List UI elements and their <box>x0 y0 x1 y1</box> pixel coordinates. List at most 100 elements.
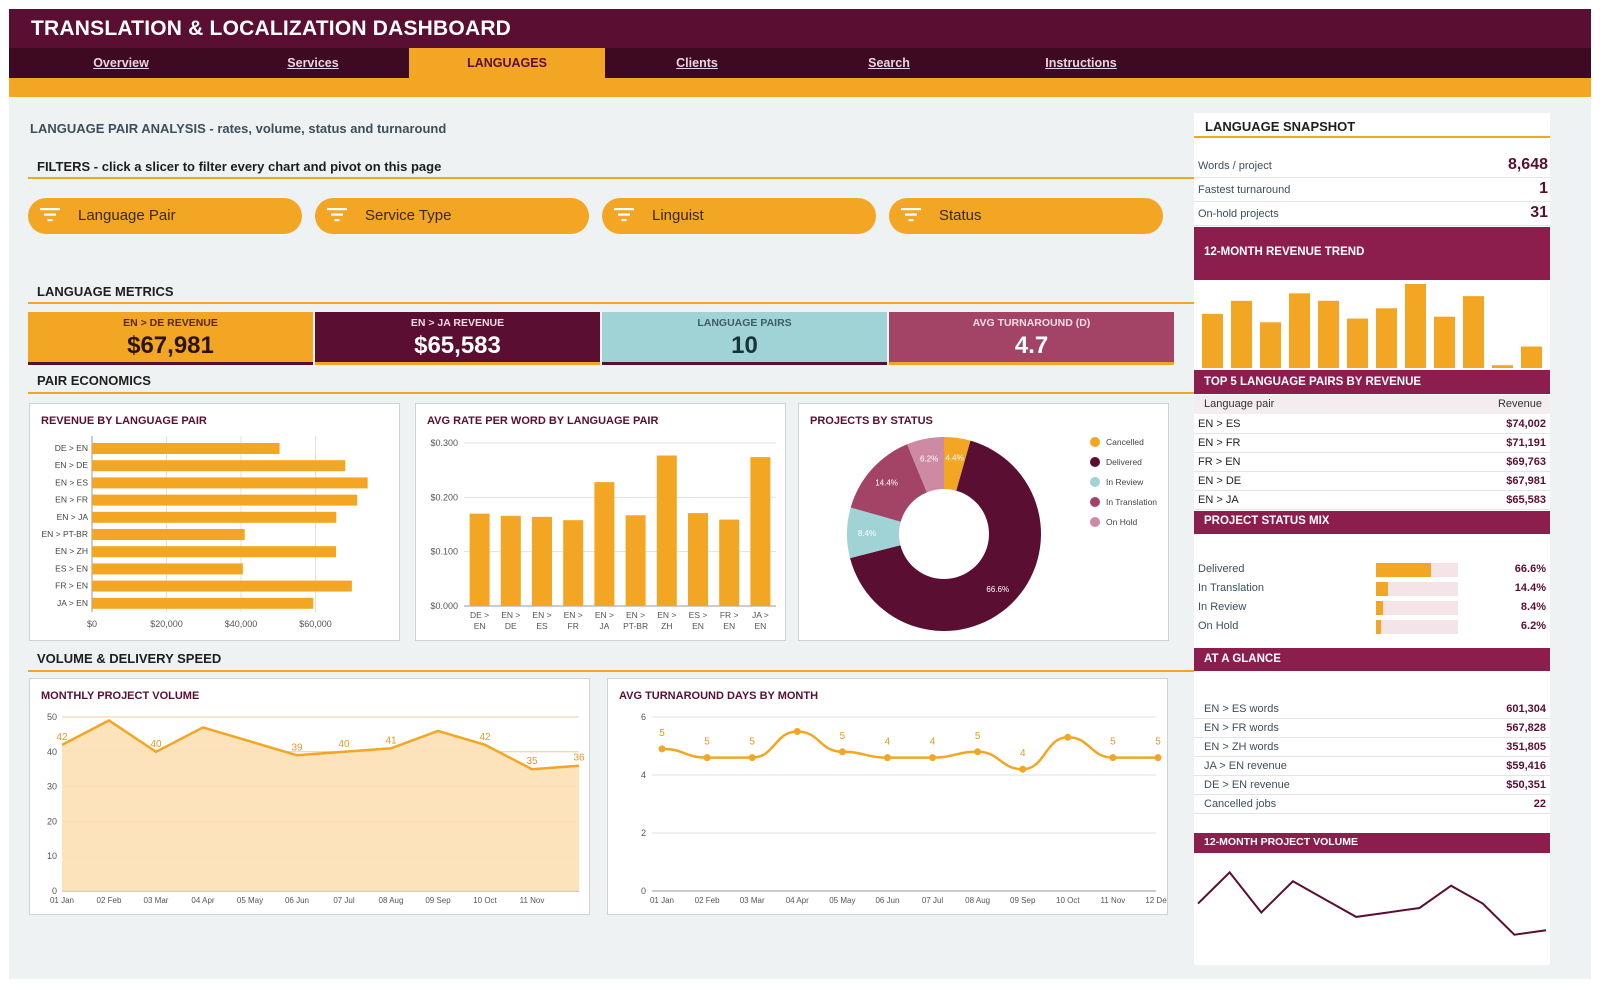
y-tick-label: 30 <box>47 782 57 792</box>
bar <box>625 515 646 606</box>
snapshot-value: 8,648 <box>1507 156 1548 173</box>
bar <box>1434 316 1455 368</box>
bar <box>92 443 280 454</box>
filter-icon <box>40 208 60 222</box>
glance-label: JA > EN revenue <box>1204 760 1287 772</box>
x-tick-label: EN > <box>626 610 645 620</box>
data-point <box>748 754 756 762</box>
point-label: 4 <box>885 737 891 748</box>
tab-search[interactable]: Search <box>868 56 910 70</box>
x-tick-label: ES <box>536 621 548 631</box>
monthly-volume-card: MONTHLY PROJECT VOLUME 0 10 20 30 40 50 42 40 39… <box>29 678 590 915</box>
x-tick-label: ES > <box>689 610 708 620</box>
x-tick-label: 03 Mar <box>740 896 765 905</box>
bar <box>719 519 740 606</box>
bar <box>92 563 243 575</box>
tab-languages[interactable]: LANGUAGES <box>409 48 605 78</box>
top5-revenue: $74,002 <box>1506 418 1546 430</box>
legend-swatch <box>1090 477 1100 487</box>
top5-heading: TOP 5 LANGUAGE PAIRS BY REVENUE <box>1194 370 1550 394</box>
chart-title: REVENUE BY LANGUAGE PAIR <box>41 415 207 427</box>
slicer-service-type[interactable]: Service Type <box>315 198 589 234</box>
kpi-value: $67,981 <box>127 332 214 359</box>
tab-overview[interactable]: Overview <box>93 56 149 70</box>
point-label: 5 <box>659 728 665 739</box>
slicer-status[interactable]: Status <box>889 198 1163 234</box>
kpi-value: 4.7 <box>1014 332 1049 359</box>
kpi-en-de-revenue: EN > DE REVENUE $67,981 <box>28 312 313 365</box>
y-tick-label: 6 <box>641 712 646 722</box>
top5-col-revenue: Revenue <box>1497 398 1542 410</box>
legend-label: Cancelled <box>1106 437 1144 447</box>
snapshot-value: 31 <box>1530 204 1548 221</box>
top5-header-row: Language pair Revenue <box>1194 395 1550 414</box>
x-tick-label: 10 Oct <box>473 896 497 905</box>
bar <box>750 457 771 606</box>
tab-instructions[interactable]: Instructions <box>1045 56 1117 70</box>
data-point <box>1064 733 1072 741</box>
status-mix-value: 14.4% <box>1514 582 1546 594</box>
chart-title: AVG RATE PER WORD BY LANGUAGE PAIR <box>427 415 659 427</box>
legend-label: In Translation <box>1106 497 1157 507</box>
kpi-label: LANGUAGE PAIRS <box>697 317 792 329</box>
filter-icon <box>614 208 634 222</box>
x-tick-label: EN > <box>657 610 676 620</box>
bar <box>532 516 552 606</box>
x-tick-label: EN <box>723 621 735 631</box>
bar <box>92 460 346 472</box>
snapshot-label: On-hold projects <box>1198 208 1279 220</box>
glance-value: 601,304 <box>1506 703 1546 715</box>
point-label: 5 <box>1155 737 1161 748</box>
status-mix-value: 66.6% <box>1514 563 1546 575</box>
tab-clients[interactable]: Clients <box>676 56 718 70</box>
glance-label: DE > EN revenue <box>1204 779 1290 791</box>
point-label: 35 <box>526 756 538 767</box>
kpi-value: $65,583 <box>414 332 501 359</box>
point-label: 4 <box>1020 748 1026 759</box>
x-tick-label: PT-BR <box>623 621 648 631</box>
project-volume-sparkline <box>1197 870 1547 936</box>
bar <box>1405 284 1426 368</box>
slicer-linguist[interactable]: Linguist <box>602 198 876 234</box>
revenue-by-pair-chart: $0 $20,000 $40,000 $60,000 DE > EN EN > DE EN … <box>41 436 368 629</box>
slice-label: 6.2% <box>920 454 938 463</box>
x-tick-label: 09 Sep <box>1010 896 1036 905</box>
x-tick-label: EN > <box>532 610 551 620</box>
glance-row: Cancelled jobs 22 <box>1194 795 1550 814</box>
top5-revenue: $71,191 <box>1506 437 1546 449</box>
x-tick-label: 08 Aug <box>379 896 404 905</box>
x-tick-label: 03 Mar <box>144 896 169 905</box>
data-point <box>1154 754 1162 762</box>
point-label: 5 <box>749 737 755 748</box>
y-tick-label: FR > EN <box>55 581 88 591</box>
status-mix-fill <box>1376 582 1388 596</box>
pie-slice <box>944 437 971 491</box>
bar <box>1260 322 1281 368</box>
bar <box>1521 346 1542 368</box>
tab-services[interactable]: Services <box>287 56 339 70</box>
data-point <box>838 748 846 756</box>
y-tick-label: EN > ZH <box>55 546 88 556</box>
series-line <box>61 719 580 771</box>
snapshot-label: Words / project <box>1198 160 1272 172</box>
glance-row: JA > EN revenue $59,416 <box>1194 757 1550 776</box>
y-tick-label: JA > EN <box>57 598 88 608</box>
bar <box>92 529 245 540</box>
y-tick-label: $0.200 <box>430 492 458 502</box>
top5-revenue: $69,763 <box>1506 456 1546 468</box>
top5-row: EN > JA $65,583 <box>1194 491 1550 510</box>
slicer-language-pair[interactable]: Language Pair <box>28 198 302 234</box>
filter-icon <box>327 208 347 222</box>
top5-row: FR > EN $69,763 <box>1194 453 1550 472</box>
x-tick-label: 09 Sep <box>425 896 451 905</box>
status-mix-track <box>1376 620 1458 634</box>
bar <box>1318 300 1339 368</box>
glance-label: EN > ES words <box>1204 703 1279 715</box>
point-label: 40 <box>150 739 162 750</box>
status-mix-row: In Translation 14.4% <box>1194 580 1550 599</box>
top5-revenue: $67,981 <box>1506 475 1546 487</box>
accent-bar <box>9 78 1591 97</box>
series-line <box>661 730 1158 771</box>
slicer-label: Service Type <box>365 207 452 224</box>
top5-col-pair: Language pair <box>1204 398 1275 410</box>
